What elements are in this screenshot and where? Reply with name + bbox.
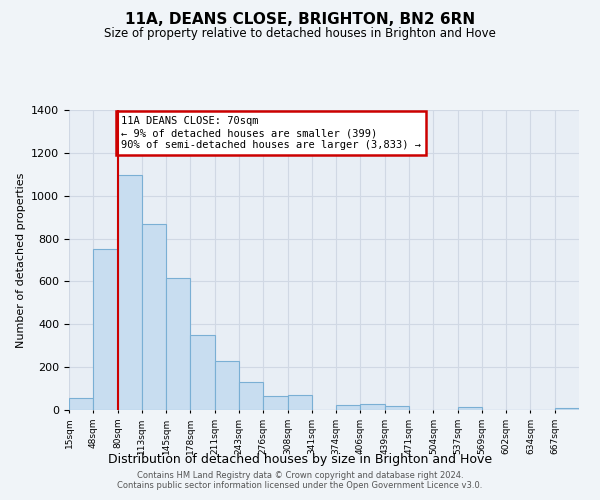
Text: 11A, DEANS CLOSE, BRIGHTON, BN2 6RN: 11A, DEANS CLOSE, BRIGHTON, BN2 6RN bbox=[125, 12, 475, 28]
Bar bbox=[142, 224, 166, 410]
Bar bbox=[385, 406, 409, 410]
Bar bbox=[93, 250, 118, 410]
Bar bbox=[166, 278, 190, 410]
Bar bbox=[287, 395, 312, 410]
Text: Size of property relative to detached houses in Brighton and Hove: Size of property relative to detached ho… bbox=[104, 28, 496, 40]
Bar bbox=[239, 382, 263, 410]
Text: Contains HM Land Registry data © Crown copyright and database right 2024.
Contai: Contains HM Land Registry data © Crown c… bbox=[118, 470, 482, 490]
Bar bbox=[118, 176, 142, 410]
Bar bbox=[336, 406, 361, 410]
Bar bbox=[458, 408, 482, 410]
Text: Distribution of detached houses by size in Brighton and Hove: Distribution of detached houses by size … bbox=[108, 452, 492, 466]
Text: 11A DEANS CLOSE: 70sqm
← 9% of detached houses are smaller (399)
90% of semi-det: 11A DEANS CLOSE: 70sqm ← 9% of detached … bbox=[121, 116, 421, 150]
Bar bbox=[69, 398, 93, 410]
Bar bbox=[215, 361, 239, 410]
Y-axis label: Number of detached properties: Number of detached properties bbox=[16, 172, 26, 348]
Bar bbox=[190, 336, 215, 410]
Bar bbox=[263, 396, 287, 410]
Bar bbox=[361, 404, 385, 410]
Bar bbox=[555, 408, 579, 410]
